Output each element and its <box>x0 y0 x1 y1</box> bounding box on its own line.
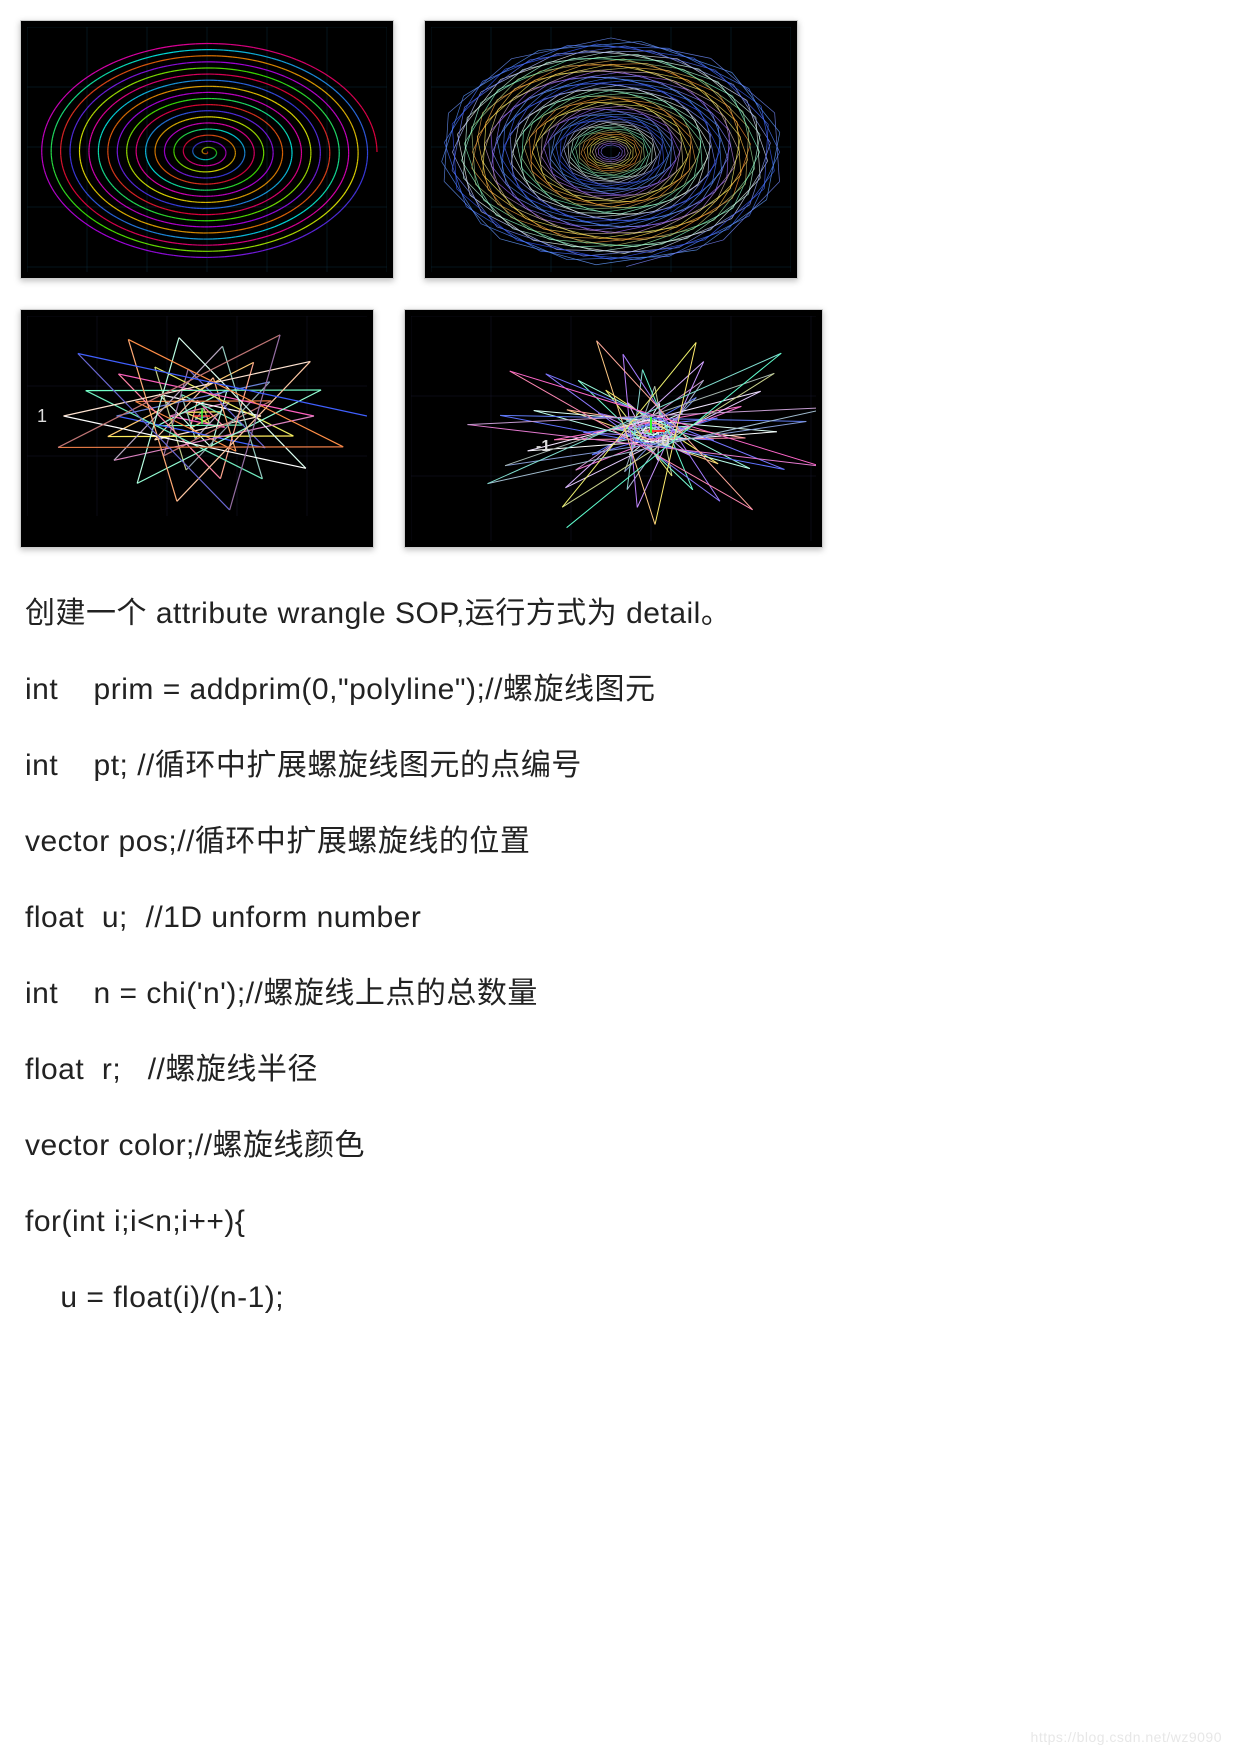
image-grid: 1 -1 0 <box>20 20 1220 548</box>
code-line: u = float(i)/(n-1); <box>25 1277 1220 1319</box>
thumb-wire-spiral <box>424 20 798 279</box>
svg-text:1: 1 <box>37 406 47 426</box>
image-row-2: 1 -1 0 <box>20 309 1220 548</box>
svg-text:0: 0 <box>661 433 670 450</box>
content-block: 创建一个 attribute wrangle SOP,运行方式为 detail。… <box>20 593 1220 1319</box>
thumb-poly-spiral-2: -1 0 <box>404 309 823 548</box>
code-line: float u; //1D unform number <box>25 897 1220 939</box>
code-line: for(int i;i<n;i++){ <box>25 1201 1220 1243</box>
code-line: vector color;//螺旋线颜色 <box>25 1125 1220 1167</box>
code-line: float r; //螺旋线半径 <box>25 1049 1220 1091</box>
code-line: int n = chi('n');//螺旋线上点的总数量 <box>25 973 1220 1015</box>
thumb-poly-spiral-1: 1 <box>20 309 374 548</box>
page: 1 -1 0 创建一个 attribute wrangle SOP,运行方式为 d… <box>0 0 1240 1319</box>
intro-text: 创建一个 attribute wrangle SOP,运行方式为 detail。 <box>25 593 1220 635</box>
image-row-1 <box>20 20 1220 279</box>
code-line: int pt; //循环中扩展螺旋线图元的点编号 <box>25 745 1220 787</box>
code-line: int prim = addprim(0,"polyline");//螺旋线图元 <box>25 669 1220 711</box>
code-line: vector pos;//循环中扩展螺旋线的位置 <box>25 821 1220 863</box>
thumb-dense-spiral <box>20 20 394 279</box>
svg-text:-1: -1 <box>536 438 550 455</box>
watermark-text: https://blog.csdn.net/wz9090 <box>1031 1729 1222 1745</box>
